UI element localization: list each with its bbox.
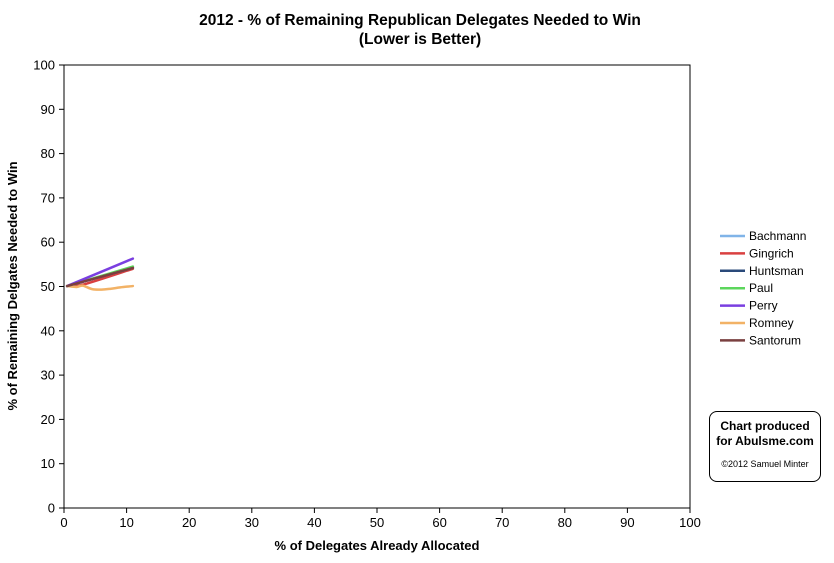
legend: Bachmann Gingrich Huntsman Paul Perry Romney S… [720,229,806,347]
y-tick-label: 0 [48,501,55,516]
legend-label-perry: Perry [749,299,778,313]
tick-group: 0 10 20 30 40 50 60 70 80 90 100 0 10 20 30 40 50 60 70 80 9… [33,58,701,531]
legend-label-paul: Paul [749,281,773,295]
legend-label-gingrich: Gingrich [749,246,794,260]
x-tick-label: 50 [370,515,384,530]
x-axis-title: % of Delegates Already Allocated [275,538,480,553]
credit-copyright: ©2012 Samuel Minter [721,459,809,469]
y-tick-label: 50 [41,279,55,294]
series-group [65,257,135,291]
y-tick-label: 70 [41,190,55,205]
y-tick-label: 10 [41,456,55,471]
legend-label-huntsman: Huntsman [749,264,804,278]
x-tick-label: 60 [432,515,446,530]
y-tick-label: 100 [33,58,55,73]
x-tick-label: 70 [495,515,509,530]
y-axis-title: % of Remaining Delgates Needed to Win [5,161,20,410]
x-tick-label: 90 [620,515,634,530]
x-tick-label: 10 [119,515,133,530]
y-tick-label: 20 [41,412,55,427]
series-line-romney [65,284,135,291]
credit-line1: Chart produced [720,419,810,433]
legend-label-santorum: Santorum [749,333,801,347]
x-tick-label: 40 [307,515,321,530]
credit-box: Chart produced for Abulsme.com ©2012 Sam… [709,411,821,482]
x-tick-label: 30 [245,515,259,530]
y-tick-label: 60 [41,235,55,250]
credit-line2: for Abulsme.com [716,434,814,448]
x-tick-label: 100 [679,515,701,530]
series-line-santorum [65,266,135,288]
x-tick-label: 80 [558,515,572,530]
y-tick-label: 90 [41,102,55,117]
legend-label-romney: Romney [749,316,794,330]
series-line-perry [65,257,135,288]
y-tick-label: 30 [41,368,55,383]
x-tick-label: 20 [182,515,196,530]
chart-title-line1: 2012 - % of Remaining Republican Delegat… [199,12,641,29]
chart-title-line2: (Lower is Better) [359,31,481,48]
x-tick-label: 0 [60,515,67,530]
plot-area [63,64,691,509]
y-tick-label: 40 [41,323,55,338]
y-tick-label: 80 [41,146,55,161]
legend-label-bachmann: Bachmann [749,229,806,243]
